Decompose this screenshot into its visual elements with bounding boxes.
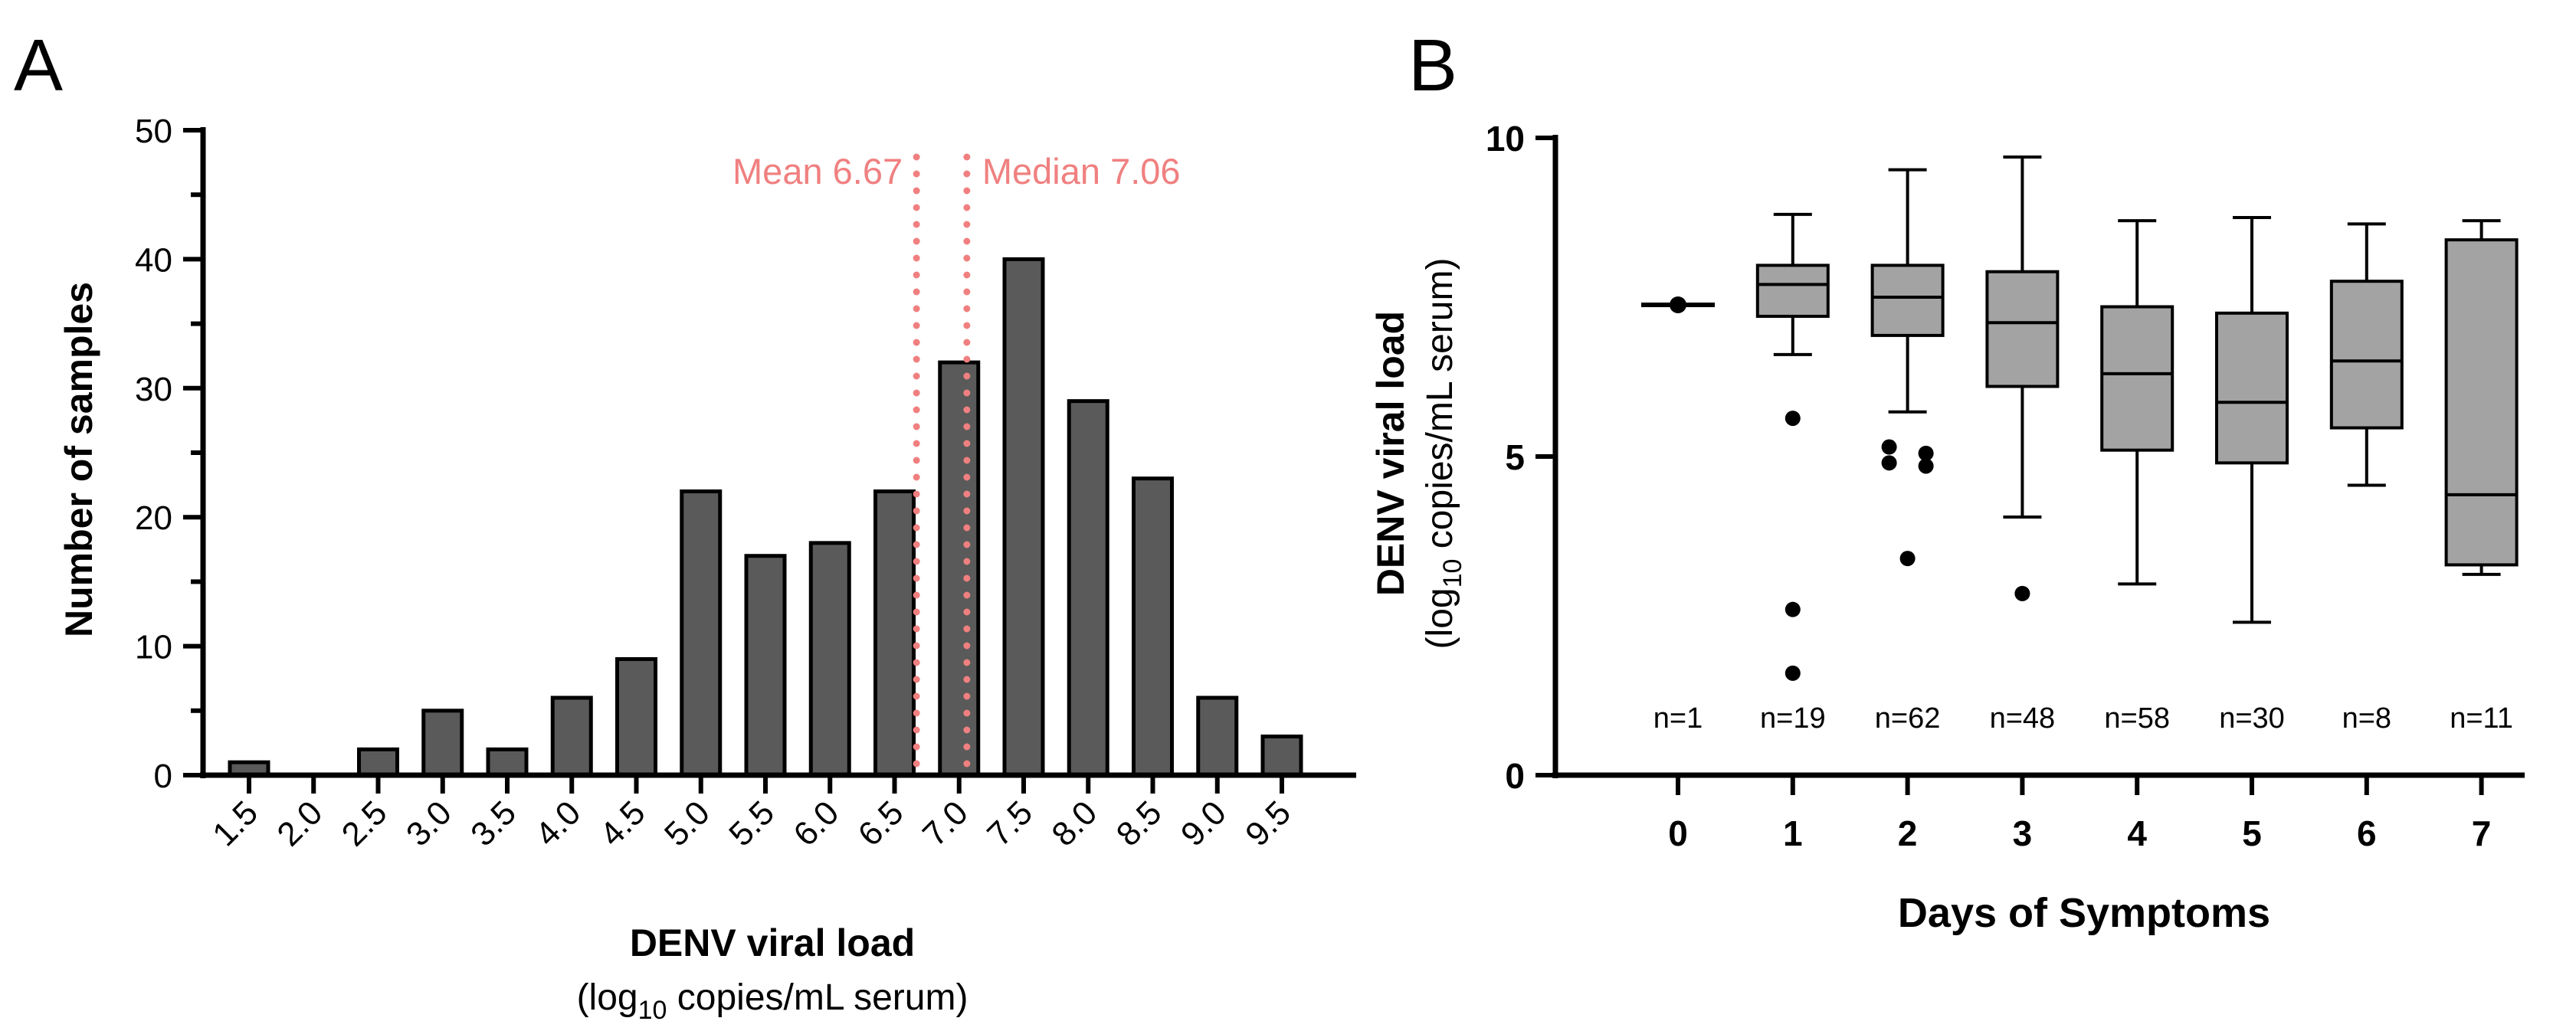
sample-size-label: n=62 xyxy=(1875,702,1941,735)
histogram-bar xyxy=(1132,476,1174,777)
iqr-box xyxy=(2215,311,2289,465)
y-tick-label: 50 xyxy=(135,113,172,150)
x-tick-label: 3.0 xyxy=(399,794,459,853)
x-tick-label-b: 6 xyxy=(2357,813,2377,853)
sample-size-label: n=1 xyxy=(1653,702,1703,735)
x-tick-label-b: 7 xyxy=(2472,813,2492,853)
box-plots xyxy=(1641,155,2519,681)
outlier-point xyxy=(1881,439,1897,455)
x-tick-label: 3.5 xyxy=(464,794,523,853)
x-tick-label: 7.0 xyxy=(916,794,975,853)
sample-size-label: n=11 xyxy=(2450,702,2513,735)
outlier-point xyxy=(2014,585,2030,601)
y-axis-unit-b: (log10 copies/mL serum) xyxy=(1420,258,1467,650)
iqr-box xyxy=(2100,305,2175,452)
panel-b-axes xyxy=(1552,135,2525,778)
outlier-point xyxy=(1918,445,1934,461)
x-tick-label-b: 0 xyxy=(1668,813,1688,853)
y-tick-label: 20 xyxy=(135,499,172,537)
y-tick-label-b: 10 xyxy=(1486,119,1525,159)
x-tick-label-b: 1 xyxy=(1783,813,1803,853)
panel-b-y-axis-unit: (log10 copies/mL serum) xyxy=(1420,258,1467,650)
x-tick-label: 2.5 xyxy=(335,794,395,853)
panel-b-y-axis-label: DENV viral load xyxy=(1369,311,1412,596)
x-tick-label: 7.5 xyxy=(980,794,1040,853)
x-tick-label: 4.5 xyxy=(593,794,653,853)
iqr-box xyxy=(1755,263,1830,318)
outlier-point xyxy=(1881,455,1897,471)
histogram-bar xyxy=(486,747,529,777)
histogram-bar xyxy=(1260,734,1303,777)
histogram-bar xyxy=(550,696,593,777)
x-tick-label: 5.5 xyxy=(722,794,782,853)
mean-label: Mean 6.67 xyxy=(732,151,903,191)
sample-size-label: n=30 xyxy=(2219,702,2285,735)
panel-b-boxplot: B DENV viral load (log10 copies/mL serum… xyxy=(1369,25,2525,936)
panel-b-letter: B xyxy=(1408,25,1457,106)
y-tick-label: 40 xyxy=(135,241,172,279)
histogram-bar xyxy=(808,541,851,777)
y-axis-title: Number of samples xyxy=(57,282,100,637)
outlier-point xyxy=(1899,551,1916,567)
panel-a-y-ticks: 0 10 20 30 40 50 xyxy=(135,113,203,795)
histogram-bar xyxy=(421,709,464,777)
iqr-box xyxy=(1985,270,2060,388)
x-tick-label-b: 3 xyxy=(2013,813,2033,853)
x-axis-unit: (log10 copies/mL serum) xyxy=(577,977,968,1025)
x-tick-label: 1.5 xyxy=(205,794,265,853)
sample-size-label: n=48 xyxy=(1990,702,2056,735)
outlier-point xyxy=(1785,601,1801,617)
histogram-bars xyxy=(228,257,1303,777)
x-tick-label: 8.5 xyxy=(1109,794,1169,853)
outlier-point xyxy=(1785,665,1801,681)
panel-b-y-ticks: 0 5 10 xyxy=(1486,119,1555,796)
y-tick-label: 0 xyxy=(154,758,172,795)
histogram-bar xyxy=(938,360,981,777)
histogram-bar xyxy=(1002,257,1045,777)
y-tick-label: 30 xyxy=(135,371,172,408)
sample-size-label: n=58 xyxy=(2104,702,2170,735)
sample-size-label: n=19 xyxy=(1760,702,1826,735)
x-axis-title: DENV viral load xyxy=(630,921,915,964)
x-tick-label-b: 4 xyxy=(2127,813,2147,853)
x-tick-label-b: 2 xyxy=(1898,813,1918,853)
x-axis-title-b: Days of Symptoms xyxy=(1898,890,2270,936)
mean-median-annotations: Mean 6.67 Median 7.06 xyxy=(732,151,1181,779)
panel-a-x-ticks: 1.5 2.0 2.5 3.0 3.5 4.0 4.5 5.0 5.5 6.0 6.5 7.0 7.5 8… xyxy=(205,775,1298,853)
histogram-bar xyxy=(1196,696,1239,777)
histogram-bar xyxy=(615,656,657,777)
x-tick-label: 8.0 xyxy=(1044,794,1104,853)
sample-size-labels: n=1 n=19 n=62 n=48 n=58 n=30 n=8 n=11 xyxy=(1653,702,2513,735)
y-tick-label: 10 xyxy=(135,629,172,666)
y-tick-label-b: 5 xyxy=(1505,437,1525,477)
x-tick-label: 5.0 xyxy=(657,794,717,853)
histogram-bar xyxy=(357,747,399,777)
x-tick-label: 6.5 xyxy=(851,794,911,853)
iqr-box xyxy=(2329,280,2404,430)
y-axis-title-b: DENV viral load xyxy=(1369,311,1412,596)
x-tick-label: 6.0 xyxy=(786,794,846,853)
x-tick-label: 9.0 xyxy=(1174,794,1234,853)
histogram-bar xyxy=(680,489,723,777)
y-tick-label-b: 0 xyxy=(1505,756,1525,796)
panel-a-letter: A xyxy=(14,25,63,106)
x-tick-label-b: 5 xyxy=(2242,813,2262,853)
single-value-point xyxy=(1670,296,1686,313)
iqr-box xyxy=(2444,238,2519,567)
outlier-point xyxy=(1918,458,1934,474)
x-tick-label: 4.0 xyxy=(528,794,588,853)
panel-a-histogram: A Number of samples Mean 6.67 Median 7.06… xyxy=(14,25,1356,1025)
sample-size-label: n=8 xyxy=(2342,702,2391,735)
x-tick-label: 9.5 xyxy=(1238,794,1298,853)
median-label: Median 7.06 xyxy=(982,151,1181,191)
panel-b-x-ticks: 0 1 2 3 4 5 6 7 xyxy=(1668,775,2491,853)
histogram-bar xyxy=(1067,399,1109,777)
panel-a-y-axis-label: Number of samples xyxy=(57,282,100,637)
histogram-bar xyxy=(744,554,787,777)
histogram-bar xyxy=(873,489,916,777)
iqr-box xyxy=(1870,263,1945,337)
outlier-point xyxy=(1785,411,1801,427)
x-tick-label: 2.0 xyxy=(270,794,329,853)
